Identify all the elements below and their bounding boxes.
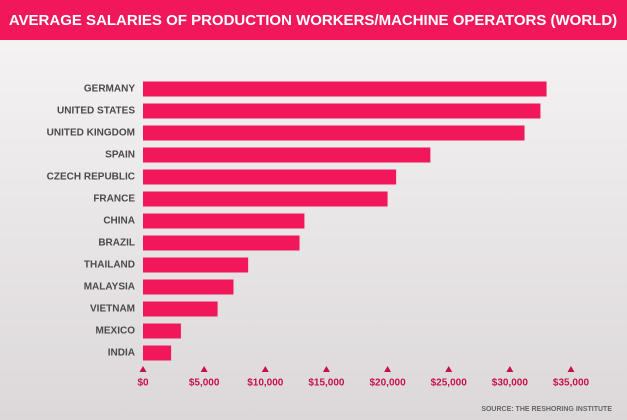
y-tick-label: INDIA: [108, 348, 135, 359]
bar: [143, 169, 397, 185]
y-tick-label: CHINA: [103, 216, 135, 227]
bar: [143, 81, 547, 97]
x-tick-label: $25,000: [431, 378, 468, 389]
bar: [143, 257, 249, 273]
bar: [143, 235, 300, 251]
x-tick-label: $5,000: [189, 378, 220, 389]
tick-mark: [261, 366, 269, 372]
y-tick-label: GERMANY: [84, 84, 135, 95]
tick-mark: [384, 366, 392, 372]
bar: [143, 279, 234, 295]
x-tick-label: $30,000: [492, 378, 529, 389]
y-tick-label: FRANCE: [93, 194, 135, 205]
y-tick-label: CZECH REPUBLIC: [47, 172, 135, 183]
tick-mark: [445, 366, 453, 372]
x-tick-label: $35,000: [553, 378, 590, 389]
title-banner: [0, 0, 627, 40]
y-tick-label: UNITED STATES: [57, 106, 135, 117]
bar: [143, 103, 541, 119]
tick-mark: [567, 366, 575, 372]
y-tick-label: MEXICO: [96, 326, 136, 337]
y-tick-label: VIETNAM: [90, 304, 135, 315]
bar: [143, 301, 218, 317]
source: SOURCE: THE RESHORING INSTITUTE: [481, 406, 612, 413]
bar: [143, 345, 172, 361]
y-tick-label: MALAYSIA: [84, 282, 135, 293]
x-tick-label: $15,000: [308, 378, 345, 389]
bar: [143, 213, 305, 229]
bar: [143, 147, 431, 163]
chart-title: AVERAGE SALARIES OF PRODUCTION WORKERS/M…: [9, 12, 617, 29]
y-tick-label: BRAZIL: [98, 238, 135, 249]
bar: [143, 323, 181, 339]
y-tick-label: UNITED KINGDOM: [47, 128, 135, 139]
y-tick-label: THAILAND: [84, 260, 135, 271]
bar: [143, 125, 525, 141]
tick-mark: [322, 366, 330, 372]
tick-mark: [506, 366, 514, 372]
y-tick-label: SPAIN: [105, 150, 135, 161]
bar: [143, 191, 388, 207]
tick-mark: [200, 366, 208, 372]
tick-mark: [139, 366, 147, 372]
x-tick-label: $0: [137, 378, 149, 389]
x-tick-label: $10,000: [247, 378, 284, 389]
x-tick-label: $20,000: [369, 378, 406, 389]
